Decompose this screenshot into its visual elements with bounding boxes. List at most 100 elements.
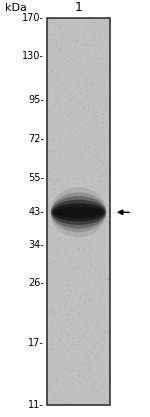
- Point: [50, 117, 52, 124]
- Point: [49, 310, 52, 317]
- Point: [86, 266, 89, 272]
- Point: [87, 126, 89, 132]
- Point: [75, 73, 78, 79]
- Point: [77, 247, 80, 254]
- Point: [107, 235, 109, 241]
- Point: [105, 393, 107, 400]
- Point: [73, 344, 75, 350]
- Point: [69, 137, 72, 144]
- Point: [75, 269, 78, 276]
- Point: [48, 230, 51, 237]
- Point: [64, 203, 67, 209]
- Point: [65, 366, 67, 372]
- Point: [48, 88, 51, 95]
- Point: [89, 182, 92, 189]
- Point: [51, 354, 53, 361]
- Point: [78, 149, 81, 156]
- Point: [62, 146, 64, 152]
- Point: [51, 305, 53, 311]
- Point: [58, 79, 61, 85]
- Point: [98, 128, 101, 135]
- Point: [56, 86, 58, 93]
- Point: [88, 297, 90, 304]
- Point: [51, 329, 54, 336]
- Point: [48, 248, 50, 254]
- Point: [58, 42, 60, 49]
- Point: [82, 387, 84, 394]
- Point: [100, 375, 103, 382]
- Point: [108, 189, 110, 196]
- Point: [106, 395, 109, 402]
- Point: [60, 154, 62, 161]
- Point: [85, 203, 87, 210]
- Point: [100, 381, 102, 388]
- Point: [75, 33, 77, 39]
- Point: [85, 193, 87, 199]
- Point: [85, 378, 88, 384]
- Point: [55, 389, 58, 396]
- Point: [55, 276, 57, 283]
- Point: [70, 92, 72, 99]
- Point: [96, 251, 98, 257]
- Point: [81, 361, 84, 367]
- Point: [81, 183, 83, 190]
- Point: [53, 331, 56, 338]
- Point: [89, 255, 92, 262]
- Point: [89, 279, 91, 285]
- Point: [96, 177, 99, 183]
- Point: [83, 188, 85, 195]
- Point: [63, 219, 65, 226]
- Point: [66, 265, 69, 272]
- Point: [56, 301, 58, 308]
- Point: [55, 168, 58, 174]
- Point: [94, 225, 96, 232]
- Point: [71, 271, 73, 277]
- Point: [95, 216, 98, 222]
- Point: [53, 102, 56, 109]
- Point: [61, 87, 64, 94]
- Point: [57, 124, 59, 131]
- Point: [51, 234, 53, 240]
- Point: [80, 266, 83, 272]
- Point: [77, 329, 80, 336]
- Point: [74, 176, 76, 182]
- Point: [104, 85, 107, 91]
- Point: [95, 55, 97, 62]
- Point: [103, 33, 105, 40]
- Point: [102, 140, 104, 146]
- Point: [104, 148, 106, 155]
- Point: [77, 226, 79, 233]
- Point: [47, 314, 50, 321]
- Point: [80, 71, 83, 78]
- Point: [71, 194, 74, 201]
- Point: [91, 116, 94, 123]
- Point: [61, 167, 64, 173]
- Point: [94, 279, 97, 286]
- Point: [48, 32, 51, 38]
- Point: [70, 97, 72, 104]
- Point: [99, 299, 102, 306]
- Point: [83, 256, 86, 263]
- Point: [78, 246, 81, 253]
- Point: [53, 43, 55, 50]
- Point: [51, 176, 53, 183]
- Point: [53, 246, 55, 252]
- Point: [73, 237, 75, 244]
- Point: [107, 282, 109, 289]
- Point: [60, 71, 63, 78]
- Point: [77, 31, 79, 38]
- Point: [68, 201, 70, 208]
- Point: [73, 341, 75, 348]
- Point: [68, 116, 70, 123]
- Point: [78, 298, 81, 304]
- Point: [106, 324, 108, 331]
- Point: [104, 304, 106, 311]
- Point: [61, 18, 63, 25]
- Point: [86, 280, 88, 287]
- Point: [94, 331, 96, 337]
- Point: [97, 284, 99, 291]
- Point: [68, 334, 70, 341]
- Point: [61, 187, 63, 194]
- Point: [89, 359, 92, 365]
- Point: [106, 286, 108, 293]
